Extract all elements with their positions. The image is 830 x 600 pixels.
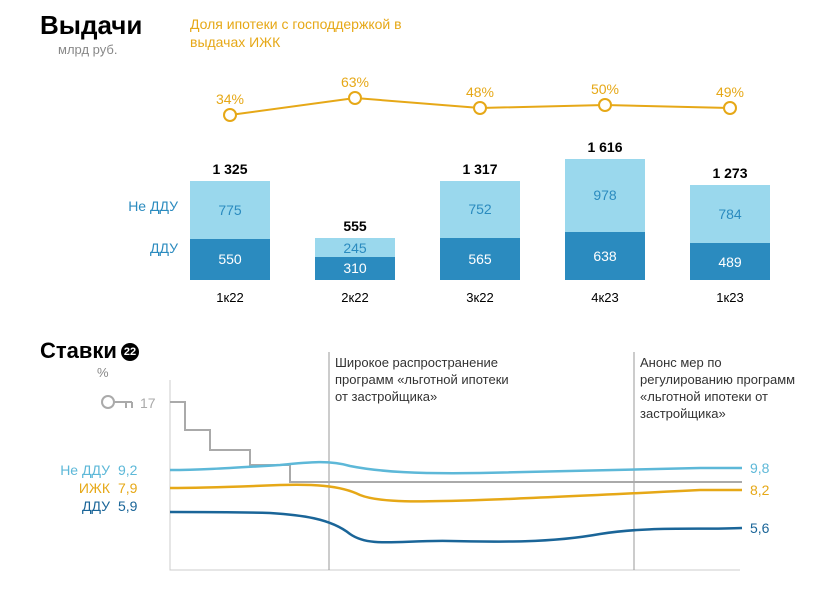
bar-segment-ddu: 489 <box>690 243 770 280</box>
issuances-subtitle: млрд руб. <box>58 42 117 57</box>
bar-segment-neddu: 775 <box>190 181 270 239</box>
x-axis-label: 1к22 <box>190 290 270 305</box>
legend-neddu: Не ДДУ <box>118 198 178 214</box>
gov-support-pct: 34% <box>210 91 250 107</box>
bar-segment-neddu: 784 <box>690 185 770 244</box>
bar-segment-neddu: 752 <box>440 181 520 237</box>
gov-support-pct: 50% <box>585 81 625 97</box>
bar-group: 1 616978638 <box>565 159 645 280</box>
bar-segment-neddu: 245 <box>315 238 395 256</box>
bar-group: 1 273784489 <box>690 185 770 280</box>
legend-ddu: ДДУ <box>118 240 178 256</box>
rates-end-ddu: 5,6 <box>750 520 769 536</box>
bar-total-label: 1 273 <box>690 165 770 181</box>
rates-start-izhk: 7,9 <box>118 480 137 496</box>
bar-segment-ddu: 550 <box>190 239 270 280</box>
bar-group: 1 325775550 <box>190 181 270 280</box>
rates-start-key: 17 <box>140 395 156 411</box>
rates-end-neddu: 9,8 <box>750 460 769 476</box>
gov-support-pct: 63% <box>335 74 375 90</box>
rates-unit: % <box>97 365 109 380</box>
rates-annotation-2: Анонс мер по регулированию программ «льг… <box>640 355 810 423</box>
bar-segment-ddu: 310 <box>315 257 395 280</box>
rates-start-neddu: 9,2 <box>118 462 137 478</box>
rates-annotation-1: Широкое распространение программ «льготн… <box>335 355 515 406</box>
bar-total-label: 1 616 <box>565 139 645 155</box>
rates-legend-izhk: ИЖК <box>50 480 110 496</box>
x-axis-label: 2к22 <box>315 290 395 305</box>
bar-group: 555245310 <box>315 238 395 280</box>
bar-group: 1 317752565 <box>440 181 520 280</box>
rates-start-ddu: 5,9 <box>118 498 137 514</box>
bar-total-label: 1 325 <box>190 161 270 177</box>
rates-legend-neddu: Не ДДУ <box>50 462 110 478</box>
x-axis-label: 4к23 <box>565 290 645 305</box>
rates-title: Ставки22 <box>40 338 139 364</box>
issuances-title: Выдачи <box>40 10 142 41</box>
rates-badge: 22 <box>121 343 139 361</box>
bar-segment-neddu: 978 <box>565 159 645 232</box>
bar-total-label: 555 <box>315 218 395 234</box>
x-axis-label: 3к22 <box>440 290 520 305</box>
rates-end-izhk: 8,2 <box>750 482 769 498</box>
gov-support-legend: Доля ипотеки с господдержкой в выдачах И… <box>190 15 450 51</box>
gov-support-pct: 49% <box>710 84 750 100</box>
bar-total-label: 1 317 <box>440 161 520 177</box>
gov-support-pct: 48% <box>460 84 500 100</box>
bar-segment-ddu: 638 <box>565 232 645 280</box>
rates-legend-ddu: ДДУ <box>50 498 110 514</box>
x-axis-label: 1к23 <box>690 290 770 305</box>
bar-segment-ddu: 565 <box>440 238 520 280</box>
